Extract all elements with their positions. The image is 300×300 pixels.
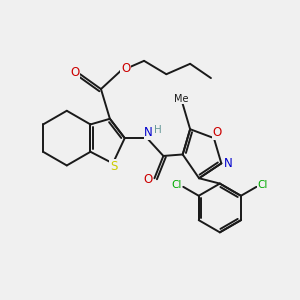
Text: O: O (121, 62, 130, 75)
Text: Me: Me (174, 94, 188, 103)
Text: Cl: Cl (172, 180, 182, 190)
Text: N: N (224, 158, 232, 170)
Text: O: O (70, 66, 80, 79)
Text: Cl: Cl (258, 180, 268, 190)
Text: N: N (144, 126, 153, 139)
Text: H: H (154, 125, 162, 135)
Text: O: O (212, 126, 221, 139)
Text: S: S (110, 160, 117, 173)
Text: O: O (143, 173, 152, 186)
